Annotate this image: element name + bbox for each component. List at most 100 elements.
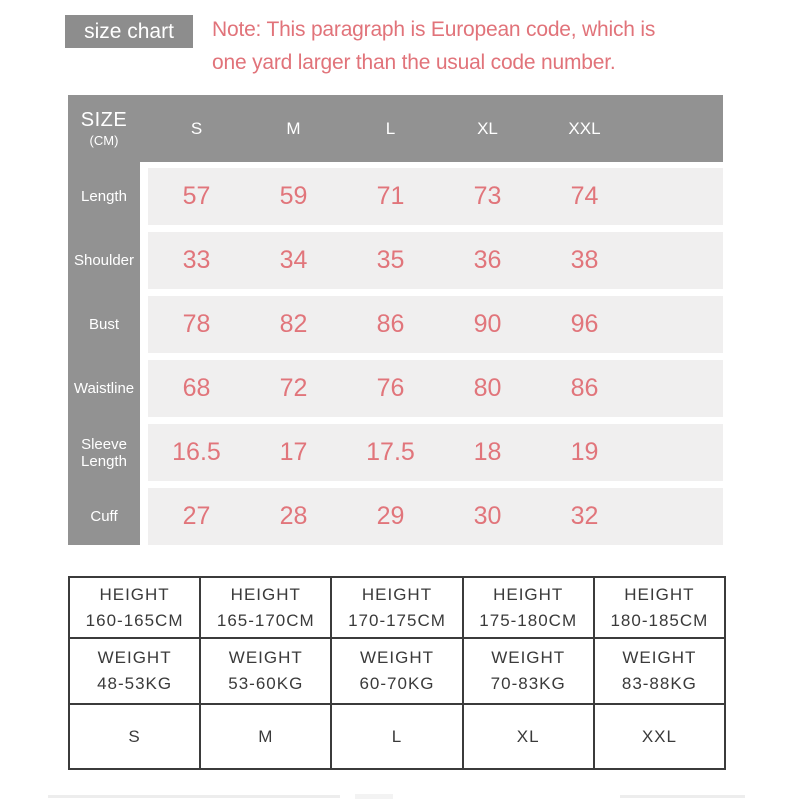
row-values: 27 28 29 30 32: [148, 488, 723, 545]
table-row-waistline: Waistline 68 72 76 80 86: [68, 360, 723, 417]
cell-value: 59: [279, 182, 308, 210]
fit-cell-height-xxl: HEIGHT 180-185CM: [594, 578, 724, 637]
cell-value: 90: [473, 310, 502, 338]
fit-cell-range: 48-53KG: [97, 674, 173, 693]
fit-cell-range: 170-175CM: [348, 610, 446, 630]
fit-cell-size-s: S: [70, 705, 200, 768]
fit-cell-range: 175-180CM: [479, 610, 578, 630]
bottom-edge-sliver: [355, 794, 393, 799]
fit-cell-range: 70-83KG: [490, 674, 566, 693]
cell-value: 74: [570, 182, 599, 210]
fit-size-label: XXL: [641, 726, 677, 746]
fit-cell-height-s: HEIGHT 160-165CM: [70, 578, 200, 637]
column-header-m: M: [286, 118, 301, 138]
cell-value: 17: [279, 438, 308, 466]
cell-value: 78: [182, 310, 211, 338]
fit-cell-range: 53-60KG: [228, 674, 304, 693]
corner-unit: (CM): [89, 133, 119, 148]
cell-value: 32: [570, 502, 599, 530]
cell-value: 35: [376, 246, 405, 274]
size-table-rows: Length 57 59 71 73 74 Shoulder 33 34 35 …: [68, 168, 723, 552]
fit-cell-range: 60-70KG: [359, 674, 435, 693]
row-label: Waistline: [73, 380, 135, 397]
fit-cell-weight-s: WEIGHT 48-53KG: [70, 639, 200, 703]
cell-value: 30: [473, 502, 502, 530]
row-values: 68 72 76 80 86: [148, 360, 723, 417]
table-row-shoulder: Shoulder 33 34 35 36 38: [68, 232, 723, 289]
cell-value: 80: [473, 374, 502, 402]
fit-size-label: L: [391, 726, 403, 746]
cell-value: 86: [570, 374, 599, 402]
column-header-s: S: [190, 118, 203, 138]
row-values: 57 59 71 73 74: [148, 168, 723, 225]
fit-cell-size-m: M: [201, 705, 331, 768]
cell-value: 71: [376, 182, 405, 210]
cell-value: 16.5: [172, 438, 221, 466]
size-chart-badge: size chart: [65, 15, 193, 48]
table-row-cuff: Cuff 27 28 29 30 32: [68, 488, 723, 545]
table-row-bust: Bust 78 82 86 90 96: [68, 296, 723, 353]
fit-cell-title: WEIGHT: [491, 648, 566, 667]
fit-cell-size-l: L: [332, 705, 462, 768]
row-values: 78 82 86 90 96: [148, 296, 723, 353]
column-header-xxl: XXL: [568, 118, 601, 138]
fit-cell-title: WEIGHT: [228, 648, 303, 667]
row-label: Sleeve Length: [81, 435, 127, 470]
fit-size-label: M: [258, 726, 274, 746]
fit-cell-weight-xxl: WEIGHT 83-88KG: [594, 639, 724, 703]
fit-cell-height-m: HEIGHT 165-170CM: [201, 578, 331, 637]
fit-cell-weight-m: WEIGHT 53-60KG: [201, 639, 331, 703]
cell-value: 68: [182, 374, 211, 402]
cell-value: 36: [473, 246, 502, 274]
cell-value: 33: [182, 246, 211, 274]
fit-cell-size-xxl: XXL: [594, 705, 724, 768]
fit-cell-weight-xl: WEIGHT 70-83KG: [463, 639, 593, 703]
fit-cell-title: HEIGHT: [230, 584, 301, 604]
garment-size-table: SIZE (CM) S M L XL XXL Length 57 59 71 7…: [68, 95, 723, 545]
european-code-note: Note: This paragraph is European code, w…: [212, 13, 752, 79]
fit-cell-size-xl: XL: [463, 705, 593, 768]
row-values: 33 34 35 36 38: [148, 232, 723, 289]
table-row-sleeve-length: Sleeve Length 16.5 17 17.5 18 19: [68, 424, 723, 481]
row-label-rail: [68, 95, 140, 545]
fit-cell-title: WEIGHT: [359, 648, 434, 667]
cell-value: 73: [473, 182, 502, 210]
fit-cell-weight-l: WEIGHT 60-70KG: [332, 639, 462, 703]
cell-value: 76: [376, 374, 405, 402]
corner-title: SIZE: [80, 109, 128, 131]
row-label: Length: [81, 188, 127, 205]
cell-value: 19: [570, 438, 599, 466]
fit-cell-height-xl: HEIGHT 175-180CM: [463, 578, 593, 637]
cell-value: 18: [473, 438, 502, 466]
fit-cell-title: HEIGHT: [624, 584, 695, 604]
cell-value: 38: [570, 246, 599, 274]
row-label: Shoulder: [73, 252, 135, 269]
fit-cell-range: 165-170CM: [216, 610, 315, 630]
cell-value: 82: [279, 310, 308, 338]
fit-cell-range: 83-88KG: [621, 674, 697, 693]
bottom-edge-sliver: [620, 795, 745, 798]
column-header-l: L: [385, 118, 396, 138]
row-label: Cuff: [90, 508, 118, 525]
cell-value: 96: [570, 310, 599, 338]
fit-cell-range: 180-185CM: [610, 610, 709, 630]
column-header-xl: XL: [477, 118, 498, 138]
row-values: 16.5 17 17.5 18 19: [148, 424, 723, 481]
height-weight-fit-table: HEIGHT 160-165CM HEIGHT 165-170CM HEIGHT…: [68, 576, 726, 770]
cell-value: 29: [376, 502, 405, 530]
fit-cell-title: HEIGHT: [493, 584, 564, 604]
fit-size-label: S: [128, 726, 141, 746]
cell-value: 28: [279, 502, 308, 530]
cell-value: 17.5: [366, 438, 415, 466]
cell-value: 34: [279, 246, 308, 274]
table-row-length: Length 57 59 71 73 74: [68, 168, 723, 225]
fit-cell-height-l: HEIGHT 170-175CM: [332, 578, 462, 637]
cell-value: 86: [376, 310, 405, 338]
cell-value: 57: [182, 182, 211, 210]
note-line-2: one yard larger than the usual code numb…: [212, 51, 616, 74]
row-label: Bust: [88, 316, 119, 333]
fit-cell-title: HEIGHT: [99, 584, 170, 604]
size-cm-corner-cell: SIZE (CM): [68, 109, 140, 148]
fit-cell-title: WEIGHT: [622, 648, 697, 667]
fit-cell-title: HEIGHT: [361, 584, 433, 604]
